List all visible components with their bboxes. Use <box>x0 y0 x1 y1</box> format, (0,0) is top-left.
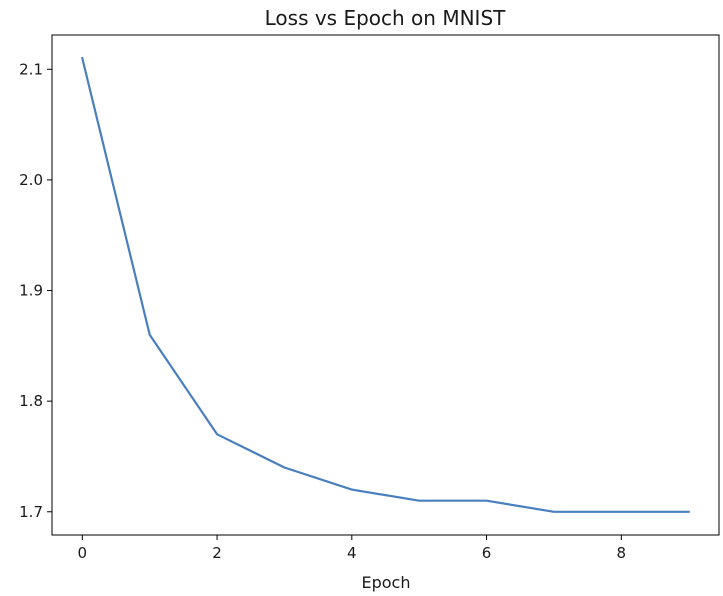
y-tick-label: 1.9 <box>19 282 43 300</box>
loss-series-line <box>80 56 690 513</box>
y-axis: 1.7 1.8 1.9 2.0 2.1 <box>19 60 52 521</box>
y-tick-label: 1.8 <box>19 392 43 410</box>
y-tick-label: 1.7 <box>19 503 43 521</box>
y-tick-label: 2.0 <box>19 171 43 189</box>
x-tick-label: 6 <box>482 544 492 562</box>
x-axis-label: Epoch <box>362 573 411 592</box>
x-tick-label: 8 <box>617 544 627 562</box>
chart-title: Loss vs Epoch on MNIST <box>265 6 507 30</box>
y-tick-label: 2.1 <box>19 60 43 78</box>
plot-lines <box>80 56 690 513</box>
x-axis: 0 2 4 6 8 <box>78 535 627 562</box>
x-tick-label: 0 <box>78 544 88 562</box>
x-tick-label: 2 <box>212 544 222 562</box>
plot-frame <box>51 34 720 536</box>
x-tick-label: 4 <box>347 544 357 562</box>
